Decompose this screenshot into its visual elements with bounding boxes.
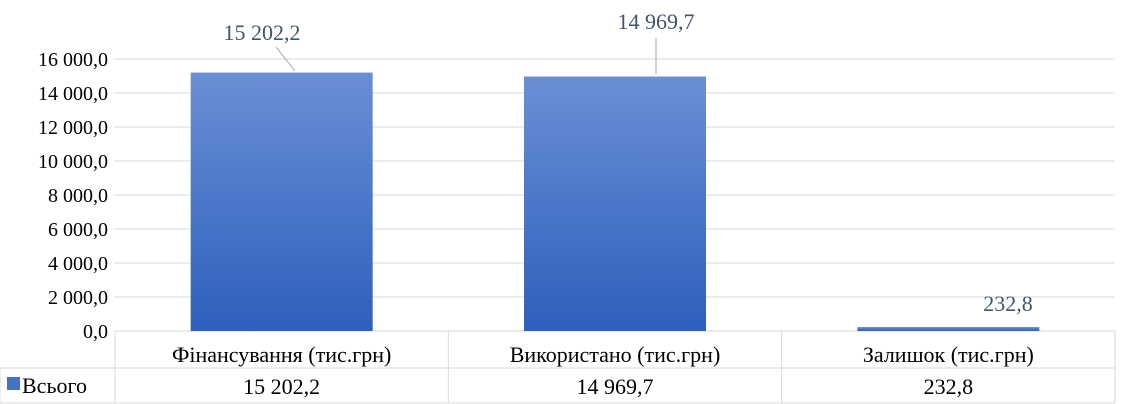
table-value: 232,8: [924, 374, 974, 399]
legend-key: [7, 377, 20, 390]
data-label-leader: [275, 46, 296, 72]
category-label: Залишок (тис.грн): [863, 342, 1034, 367]
y-tick-label: 10 000,0: [38, 151, 108, 173]
data-label: 232,8: [983, 291, 1033, 316]
data-label: 15 202,2: [224, 20, 301, 45]
category-label: Фінансування (тис.грн): [172, 342, 391, 367]
y-tick-label: 8 000,0: [48, 185, 108, 207]
data-table: Фінансування (тис.грн) Використано (тис.г…: [0, 331, 1116, 404]
bar: [190, 72, 373, 332]
table-value: 14 969,7: [577, 374, 654, 399]
category-label: Використано (тис.грн): [510, 342, 721, 367]
y-axis-tick-labels: 0,0 2 000,0 4 000,0 6 000,0 8 000,0 10 000,0 1…: [38, 49, 108, 343]
y-tick-label: 12 000,0: [38, 117, 108, 139]
series-name: Всього: [22, 373, 87, 398]
table-value: 15 202,2: [243, 374, 320, 399]
bars: [190, 72, 1040, 332]
y-tick-label: 14 000,0: [38, 83, 108, 105]
y-tick-label: 2 000,0: [48, 287, 108, 309]
bar: [857, 327, 1040, 331]
data-label-leader-lines: [275, 38, 657, 74]
y-tick-label: 16 000,0: [38, 49, 108, 71]
data-label: 14 969,7: [618, 9, 695, 34]
data-labels: 15 202,2 14 969,7 232,8: [224, 9, 1033, 316]
bar: [524, 76, 706, 331]
y-tick-label: 0,0: [83, 321, 108, 343]
y-tick-label: 4 000,0: [48, 253, 108, 275]
y-tick-label: 6 000,0: [48, 219, 108, 241]
